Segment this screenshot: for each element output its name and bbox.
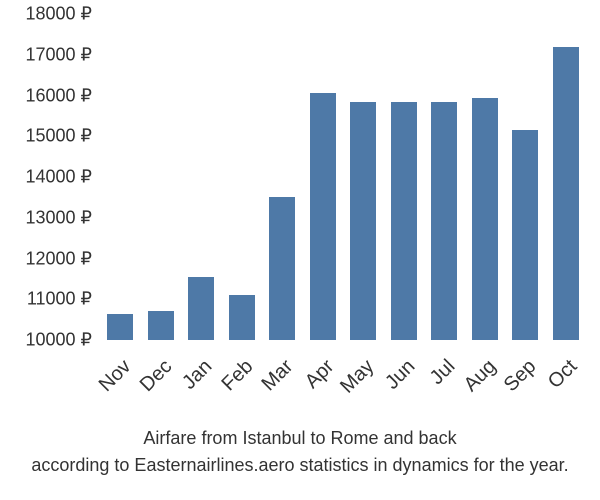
x-tick-label: Jun [381,355,420,394]
bar [188,277,214,340]
y-tick-label: 18000 ₽ [0,4,92,25]
bar [431,102,457,340]
y-tick-label: 13000 ₽ [0,207,92,228]
x-tick-label: Mar [258,355,299,396]
bar [229,295,255,340]
x-tick-label: Feb [217,355,258,396]
bar [269,197,295,340]
bar [512,130,538,340]
caption-line-1: Airfare from Istanbul to Rome and back [0,428,600,449]
y-tick-label: 17000 ₽ [0,44,92,65]
x-tick-label: Aug [459,355,500,396]
x-tick-label: Sep [500,355,541,396]
bars-group [100,14,586,340]
y-axis: 10000 ₽11000 ₽12000 ₽13000 ₽14000 ₽15000… [0,14,92,340]
x-tick-label: May [336,355,379,398]
bar [553,47,579,340]
y-tick-label: 15000 ₽ [0,126,92,147]
bar [472,98,498,340]
x-tick-label: Oct [544,355,582,393]
bar [107,314,133,340]
bar [310,93,336,340]
y-tick-label: 11000 ₽ [0,289,92,310]
plot-area: NovDecJanFebMarAprMayJunJulAugSepOct [100,14,586,340]
y-tick-label: 16000 ₽ [0,85,92,106]
x-tick-label: Apr [301,355,339,393]
bar [350,102,376,340]
x-tick-label: Jan [178,355,217,394]
bar [391,102,417,340]
chart-caption: Airfare from Istanbul to Rome and back a… [0,428,600,476]
x-tick-label: Jul [426,355,460,389]
x-tick-label: Nov [95,355,136,396]
airfare-chart: 10000 ₽ 11000 ₽ 12000 ₽ 13000 ₽ 14000 ₽ 15000… [0,0,600,500]
y-tick-label: 14000 ₽ [0,167,92,188]
caption-line-2: according to Easternairlines.aero statis… [0,455,600,476]
x-tick-label: Dec [135,355,176,396]
y-tick-label: 10000 ₽ [0,330,92,351]
y-tick-label: 12000 ₽ [0,248,92,269]
bar [148,311,174,340]
